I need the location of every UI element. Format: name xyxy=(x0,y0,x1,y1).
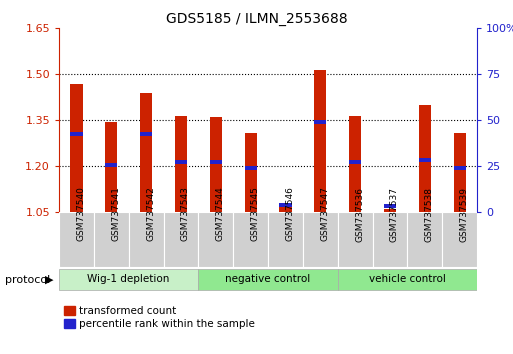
Text: GSM737547: GSM737547 xyxy=(320,187,329,241)
Bar xyxy=(338,212,372,267)
Bar xyxy=(70,132,83,136)
Bar xyxy=(210,117,222,212)
Bar xyxy=(59,212,94,267)
Text: Wig-1 depletion: Wig-1 depletion xyxy=(88,274,170,284)
Bar xyxy=(280,203,291,212)
Bar xyxy=(105,122,117,212)
Text: negative control: negative control xyxy=(225,274,311,284)
Bar xyxy=(245,166,256,170)
Bar xyxy=(245,133,256,212)
Bar xyxy=(94,212,129,267)
Text: ▶: ▶ xyxy=(45,275,54,285)
Bar xyxy=(175,116,187,212)
Text: GSM737545: GSM737545 xyxy=(251,187,260,241)
Bar xyxy=(442,212,477,267)
Bar xyxy=(164,212,199,267)
Bar xyxy=(199,269,338,290)
Bar xyxy=(303,212,338,267)
Text: vehicle control: vehicle control xyxy=(369,274,446,284)
Text: GSM737538: GSM737538 xyxy=(425,187,434,241)
Text: GSM737542: GSM737542 xyxy=(146,187,155,241)
Bar xyxy=(314,70,326,212)
Bar xyxy=(338,269,477,290)
Bar xyxy=(59,269,199,290)
Bar xyxy=(140,93,152,212)
Bar xyxy=(129,212,164,267)
Bar xyxy=(199,212,233,267)
Text: GSM737540: GSM737540 xyxy=(76,187,86,241)
Bar xyxy=(268,212,303,267)
Text: protocol: protocol xyxy=(5,275,50,285)
Bar xyxy=(349,160,361,164)
Bar xyxy=(384,204,396,208)
Bar xyxy=(384,209,396,212)
Bar xyxy=(210,160,222,164)
Bar xyxy=(453,166,466,170)
Bar xyxy=(105,163,117,167)
Bar xyxy=(453,133,466,212)
Bar xyxy=(349,116,361,212)
Text: GSM737539: GSM737539 xyxy=(460,187,469,241)
Text: GSM737546: GSM737546 xyxy=(285,187,294,241)
Text: GSM737536: GSM737536 xyxy=(355,187,364,241)
Bar xyxy=(175,160,187,164)
Bar xyxy=(70,84,83,212)
Legend: transformed count, percentile rank within the sample: transformed count, percentile rank withi… xyxy=(64,306,254,329)
Text: GSM737544: GSM737544 xyxy=(216,187,225,241)
Bar xyxy=(419,105,431,212)
Text: GSM737543: GSM737543 xyxy=(181,187,190,241)
Text: GDS5185 / ILMN_2553688: GDS5185 / ILMN_2553688 xyxy=(166,12,347,27)
Bar xyxy=(314,120,326,124)
Text: GSM737537: GSM737537 xyxy=(390,187,399,241)
Bar xyxy=(140,132,152,136)
Bar xyxy=(407,212,442,267)
Bar xyxy=(419,158,431,162)
Text: GSM737541: GSM737541 xyxy=(111,187,120,241)
Bar xyxy=(233,212,268,267)
Bar xyxy=(280,203,291,207)
Bar xyxy=(372,212,407,267)
